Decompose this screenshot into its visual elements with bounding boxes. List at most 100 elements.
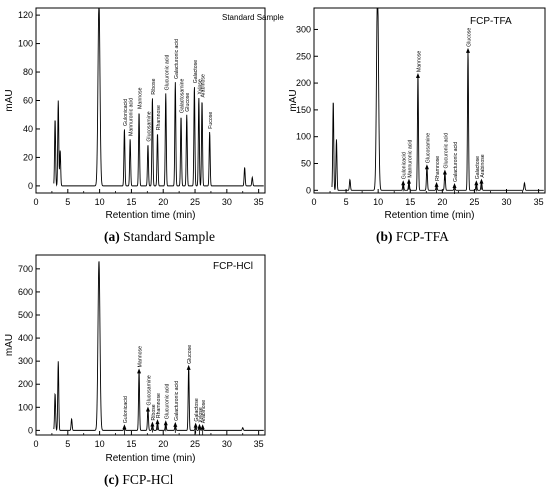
peak-label: Glucosamine xyxy=(425,133,431,163)
y-tick-label: 0 xyxy=(306,185,311,195)
peak-arrow xyxy=(137,368,142,374)
x-tick-label: 20 xyxy=(158,439,168,449)
peak-label: Fucose xyxy=(208,112,214,129)
peak-arrow xyxy=(193,422,198,428)
peak-label: Glucose xyxy=(185,93,191,112)
y-tick-label: 50 xyxy=(301,159,311,169)
x-tick-label: 30 xyxy=(222,439,232,449)
x-tick-label: 35 xyxy=(254,197,264,207)
peak-arrow xyxy=(197,423,202,429)
peak-label: Gulonicacid xyxy=(123,99,129,126)
plot-frame xyxy=(313,7,546,194)
y-axis-label: mAU xyxy=(4,334,15,356)
peak-arrow xyxy=(434,181,439,187)
peak-label: Glucose xyxy=(187,345,193,364)
y-tick-label: 0 xyxy=(28,181,33,191)
y-tick-label: 200 xyxy=(296,78,311,88)
x-tick-label: 10 xyxy=(373,197,383,207)
peak-arrow xyxy=(150,421,155,427)
y-tick-label: 100 xyxy=(18,402,33,412)
x-tick-label: 20 xyxy=(437,197,447,207)
panel-c: 0 5 10 15 20 25 30 35 0 100 200 300 400 500 600 700 Rete… xyxy=(4,254,266,464)
x-tick-label: 15 xyxy=(126,197,136,207)
y-tick-label: 120 xyxy=(18,10,33,20)
peak-label: Mannose xyxy=(138,87,144,108)
peak-label: Galacturonic acid xyxy=(174,39,180,79)
y-tick-label: 600 xyxy=(18,287,33,297)
panel-title: Standard Sample xyxy=(222,13,284,22)
peak-label: Mannuronic acid xyxy=(129,98,135,136)
peak-label: Galactose xyxy=(193,60,199,83)
panel-title: FCP-HCl xyxy=(213,261,253,272)
caption-a-text: Standard Sample xyxy=(123,229,215,244)
caption-c-letter: (c) xyxy=(104,472,119,487)
peak-label: Xylose xyxy=(198,407,204,423)
x-tick-label: 5 xyxy=(65,197,70,207)
x-tick-label: 25 xyxy=(469,197,479,207)
peak-arrow xyxy=(155,419,160,425)
caption-c-text: FCP-HCl xyxy=(122,472,174,487)
y-tick-label: 100 xyxy=(296,132,311,142)
x-tick-label: 20 xyxy=(158,197,168,207)
caption-b: (b) FCP-TFA xyxy=(376,229,449,245)
y-tick-label: 400 xyxy=(18,333,33,343)
peak-arrow xyxy=(466,47,470,53)
y-tick-label: 250 xyxy=(296,51,311,61)
x-tick-label: 0 xyxy=(33,197,38,207)
x-tick-label: 0 xyxy=(311,197,316,207)
x-axis-label: Retention time (min) xyxy=(105,210,195,221)
y-tick-label: 700 xyxy=(18,264,33,274)
x-tick-label: 25 xyxy=(190,439,200,449)
peak-label: Mannuronic acid xyxy=(407,139,413,177)
peak-label: Arabinose xyxy=(201,74,207,97)
panel-a: 0 5 10 15 20 25 30 35 0 20 40 60 80 100 120 Retention t… xyxy=(4,7,284,221)
peak-label: Galactose xyxy=(194,398,200,421)
peak-label: Ribose xyxy=(151,78,157,94)
y-tick-label: 200 xyxy=(18,379,33,389)
x-tick-label: 10 xyxy=(95,197,105,207)
y-tick-label: 100 xyxy=(18,39,33,49)
peak-label: Glucosamine xyxy=(146,111,152,141)
peak-label: Galacturonic acid xyxy=(453,142,459,182)
peak-arrow xyxy=(186,364,191,370)
peak-arrow xyxy=(173,421,178,427)
peak-label: Galacturonic acid xyxy=(174,381,180,421)
x-tick-label: 25 xyxy=(190,197,200,207)
y-tick-label: 150 xyxy=(296,105,311,115)
peak-label: Arabinose xyxy=(201,400,207,423)
panel-title: FCP-TFA xyxy=(470,16,512,27)
y-tick-label: 300 xyxy=(18,356,33,366)
peak-arrow xyxy=(122,424,127,430)
caption-c: (c) FCP-HCl xyxy=(104,472,173,488)
y-tick-label: 500 xyxy=(18,310,33,320)
peak-arrow xyxy=(415,73,420,79)
plot-frame xyxy=(35,254,266,436)
peak-arrow xyxy=(163,420,168,426)
peak-label: Glucuronic acid xyxy=(443,133,449,169)
peak-label: Galactose xyxy=(475,156,481,179)
y-tick-label: 60 xyxy=(23,96,33,106)
x-tick-label: 35 xyxy=(254,439,264,449)
panel-b: 0 5 10 15 20 25 30 35 0 50 100 150 200 250 300 Retentio… xyxy=(288,7,546,221)
x-tick-label: 35 xyxy=(534,197,544,207)
caption-a-letter: (a) xyxy=(104,229,120,244)
peak-label: Glucuronic acid xyxy=(164,383,170,419)
peak-label: Glucuronic acid xyxy=(164,55,170,91)
y-tick-label: 40 xyxy=(23,124,33,134)
peak-label: Xylose xyxy=(197,79,203,95)
peak-arrow xyxy=(479,178,484,184)
x-axis-label: Retention time (min) xyxy=(384,210,474,221)
x-tick-label: 10 xyxy=(95,439,105,449)
peak-arrow xyxy=(145,406,150,412)
caption-a: (a) Standard Sample xyxy=(104,229,215,245)
chromatogram-trace xyxy=(53,7,264,187)
y-axis-label: mAU xyxy=(288,89,299,111)
y-tick-label: 20 xyxy=(23,152,33,162)
peak-arrow xyxy=(406,178,411,184)
peak-label: Gulonicacid xyxy=(402,152,408,179)
y-tick-label: 300 xyxy=(296,24,311,34)
caption-b-text: FCP-TFA xyxy=(395,229,449,244)
peak-label: Glucosamine xyxy=(146,375,152,405)
peak-label: Rhamnose xyxy=(156,393,162,418)
